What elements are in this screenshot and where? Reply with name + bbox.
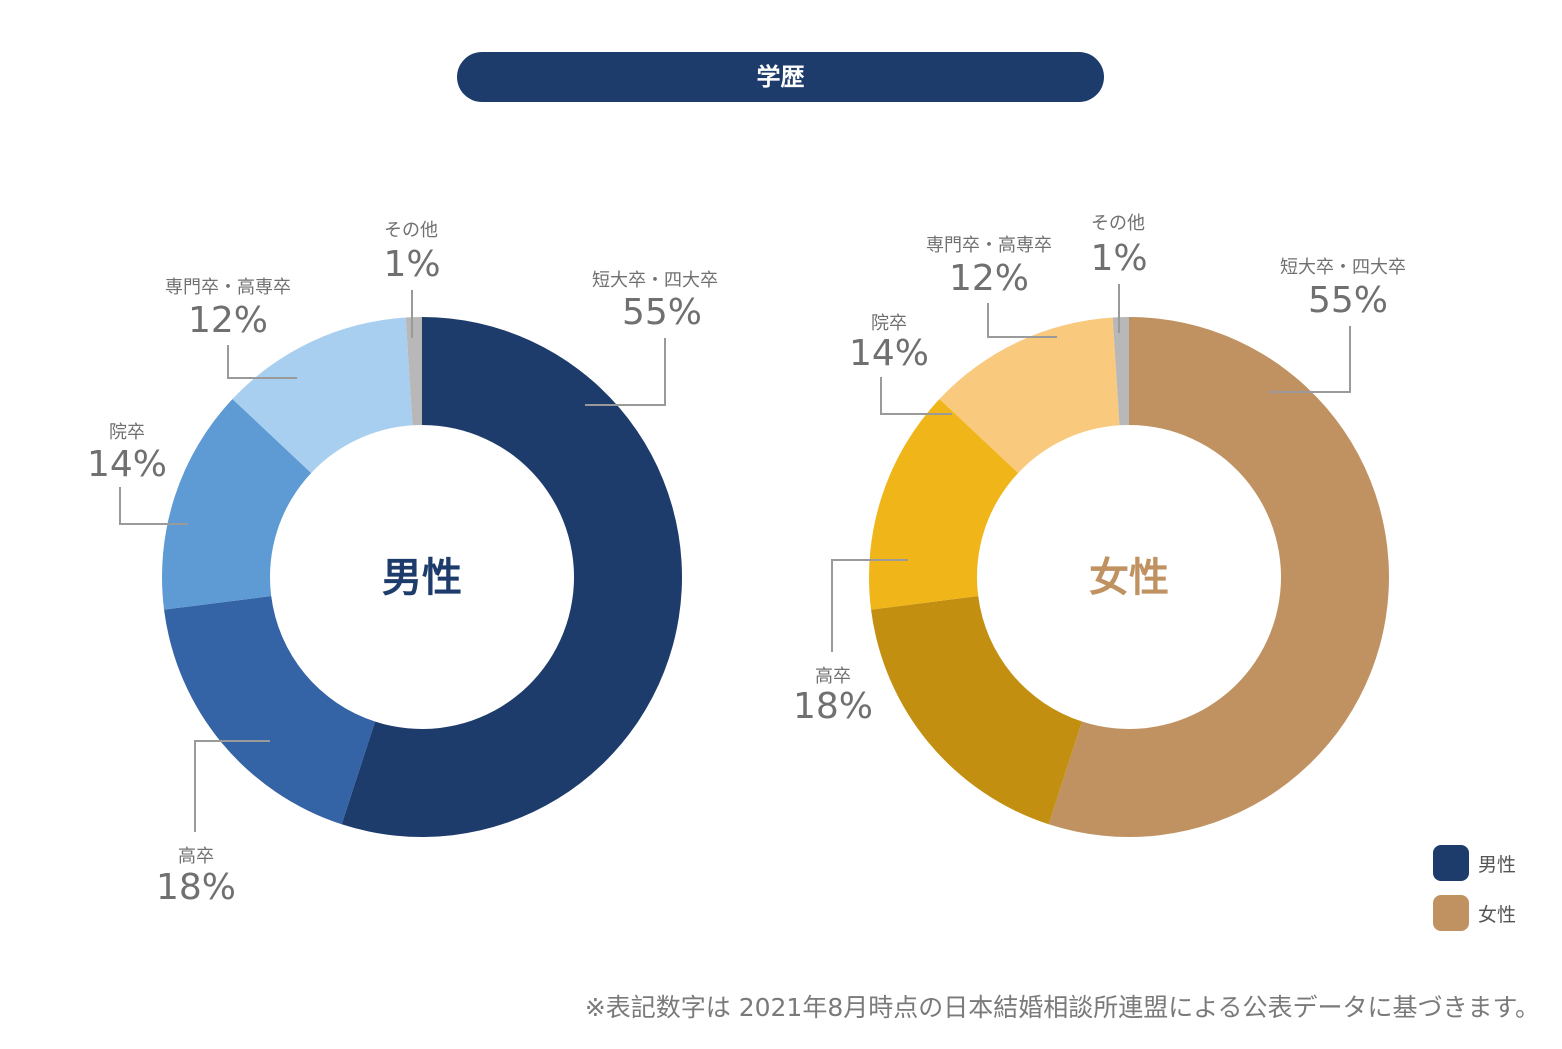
category-label: 専門卒・高専卒 (926, 235, 1052, 256)
legend-item-women: 女性 (1433, 894, 1516, 932)
donut-slice (232, 317, 413, 473)
leader-line (227, 345, 297, 379)
leader-line (194, 740, 270, 832)
donut-slice (871, 596, 1083, 825)
donut-slice (341, 317, 682, 838)
donut-slice (1048, 317, 1389, 838)
value-label: 18% (156, 867, 236, 908)
category-label: 短大卒・四大卒 (592, 270, 718, 291)
chart-title: 学歴 (457, 52, 1104, 102)
legend-swatch-women (1433, 895, 1469, 931)
value-label: 12% (188, 300, 268, 341)
category-label: 高卒 (178, 846, 214, 867)
donut-slice (869, 399, 1019, 610)
legend-label-women: 女性 (1478, 903, 1517, 926)
leader-line (119, 487, 188, 525)
legend: 男性 女性 (1433, 844, 1516, 944)
center-label: 男性 (382, 555, 462, 601)
center-label: 女性 (1089, 555, 1169, 601)
donut-slice (1112, 317, 1129, 426)
leader-line (585, 338, 666, 406)
donut-slice (164, 596, 376, 825)
value-label: 1% (383, 244, 440, 285)
category-label: 院卒 (871, 313, 907, 334)
value-label: 14% (849, 333, 929, 374)
category-label: その他 (384, 220, 438, 241)
category-label: 院卒 (109, 422, 145, 443)
donut-slice (161, 399, 312, 610)
legend-item-men: 男性 (1433, 844, 1516, 882)
category-label: その他 (1091, 213, 1145, 234)
donut-slice (405, 317, 422, 426)
leader-line (831, 559, 908, 652)
category-label: 高卒 (815, 666, 851, 687)
value-label: 55% (1308, 280, 1388, 321)
value-label: 18% (793, 686, 873, 727)
leader-line (1269, 326, 1351, 393)
value-label: 1% (1090, 238, 1147, 279)
value-label: 55% (622, 292, 702, 333)
legend-swatch-men (1433, 845, 1469, 881)
legend-label-men: 男性 (1478, 853, 1517, 876)
donut-slice (939, 317, 1120, 473)
leader-line (987, 303, 1057, 338)
category-label: 専門卒・高専卒 (165, 277, 291, 298)
leader-line (880, 377, 952, 415)
category-label: 短大卒・四大卒 (1280, 257, 1406, 278)
value-label: 12% (949, 258, 1029, 299)
footnote: ※表記数字は 2021年8月時点の日本結婚相談所連盟による公表データに基づきます… (584, 993, 1540, 1022)
value-label: 14% (87, 444, 167, 485)
